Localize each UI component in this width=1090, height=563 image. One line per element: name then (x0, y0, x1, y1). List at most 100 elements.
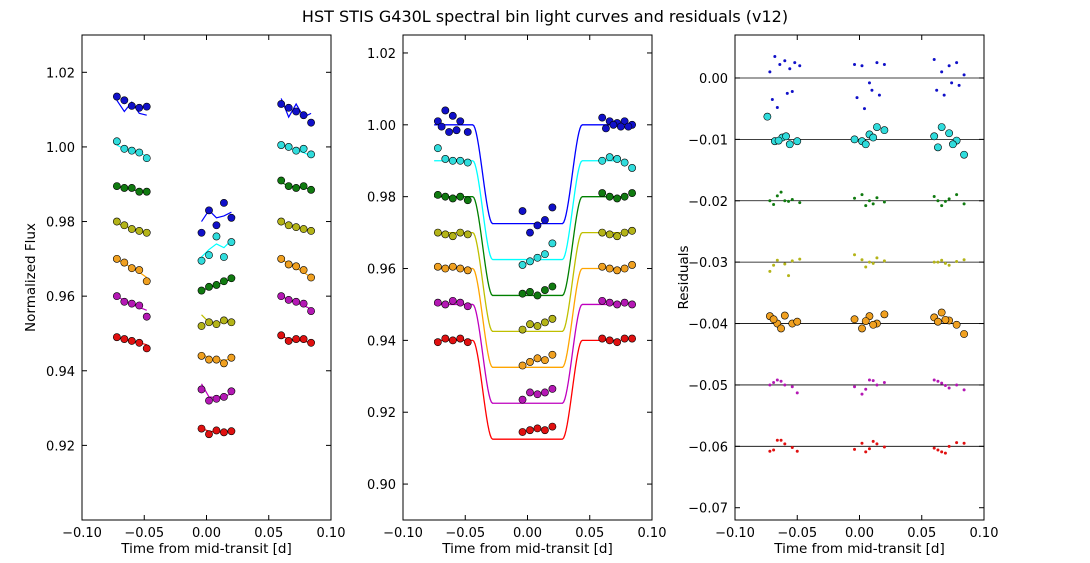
point-bin-4-orbit-3 (299, 225, 308, 233)
point-bin-5-orbit-3 (307, 273, 315, 282)
point-bin-6-orbit-1 (790, 385, 794, 389)
point-bin-2-orbit-1 (142, 154, 151, 163)
point-bin-7-orbit-2 (212, 426, 221, 435)
point-bin-3-orbit-3 (307, 185, 315, 194)
point-bin-6-orbit-3 (605, 298, 614, 307)
point-bin-6-orbit-1 (120, 297, 129, 306)
point-bin-6-orbit-3 (943, 384, 947, 388)
point-bin-3-orbit-1 (787, 199, 791, 203)
point-bin-5-orbit-3 (941, 315, 950, 324)
point-bin-3-orbit-3 (284, 182, 293, 190)
panel-transit-model-fits: −0.10 −0.05 0.00 0.05 0.10 0.90 0.92 0.94 0.96 0.… (367, 34, 666, 557)
point-bin-7-orbit-1 (772, 448, 776, 452)
point-bin-1-orbit-3 (942, 93, 946, 97)
y-tick-label: 0.96 (46, 290, 75, 305)
point-bin-7-orbit-3 (598, 334, 607, 343)
point-bin-1-orbit-2 (548, 203, 557, 212)
point-bin-6-orbit-2 (220, 392, 228, 401)
point-bin-1-orbit-3 (620, 117, 629, 126)
point-bin-7-orbit-1 (783, 442, 787, 446)
point-bin-4-orbit-3 (943, 261, 947, 265)
point-bin-4-orbit-3 (598, 228, 607, 237)
point-bin-4-orbit-3 (628, 226, 636, 235)
x-axis-label: Time from mid-transit [d] (120, 541, 292, 557)
point-bin-7-orbit-3 (955, 441, 959, 445)
x-tick-label: 0.05 (575, 526, 604, 541)
point-bin-3-orbit-1 (775, 194, 779, 198)
point-bin-2-orbit-2 (212, 232, 221, 241)
point-bin-4-orbit-1 (798, 257, 802, 261)
point-bin-1-orbit-3 (598, 113, 607, 122)
point-bin-1-orbit-2 (518, 207, 527, 215)
point-bin-7-orbit-2 (533, 424, 542, 433)
point-bin-3-orbit-2 (548, 282, 557, 291)
point-bin-4-orbit-1 (772, 263, 776, 267)
point-bin-4-orbit-1 (787, 274, 791, 278)
point-bin-5-orbit-2 (850, 315, 859, 324)
point-bin-5-orbit-2 (548, 350, 557, 359)
point-bin-4-orbit-2 (867, 260, 871, 264)
point-bin-3-orbit-3 (955, 193, 959, 197)
point-bin-6-orbit-2 (227, 387, 236, 396)
point-bin-3-orbit-1 (441, 192, 450, 201)
point-bin-2-orbit-3 (307, 150, 315, 159)
x-tick-label: 0.00 (192, 526, 221, 541)
point-bin-3-orbit-2 (864, 204, 868, 208)
y-axis-label: Residuals (676, 245, 692, 309)
x-tick-label: 0.00 (513, 526, 542, 541)
point-bin-5-orbit-1 (769, 315, 778, 324)
point-bin-4-orbit-1 (441, 230, 450, 239)
y-tick-label: −0.07 (688, 502, 728, 517)
y-tick-label: 0.96 (367, 263, 396, 278)
point-bin-1-orbit-2 (220, 198, 228, 207)
point-bin-1-orbit-3-b (602, 124, 610, 133)
point-bin-1-orbit-3 (277, 100, 286, 108)
point-bin-3-orbit-1 (463, 196, 472, 205)
point-bin-4-orbit-2 (864, 265, 868, 269)
point-bin-5-orbit-3 (605, 264, 614, 273)
point-bin-2-orbit-1 (112, 137, 121, 146)
point-bin-1-orbit-2 (862, 107, 866, 111)
axes-frame (402, 34, 653, 521)
point-bin-2-orbit-2 (541, 250, 549, 259)
point-bin-7-orbit-3 (307, 338, 315, 347)
point-bin-6-orbit-3 (936, 379, 940, 383)
point-bin-7-orbit-3 (605, 336, 614, 345)
point-bin-1-orbit-3-b (609, 120, 618, 129)
point-bin-1-orbit-2 (197, 228, 206, 237)
point-bin-2-orbit-2 (227, 238, 236, 246)
point-bin-2-orbit-1 (135, 148, 144, 157)
y-tick-label: −0.03 (688, 256, 728, 271)
point-bin-7-orbit-1 (448, 336, 457, 345)
point-bin-1-orbit-1 (448, 111, 457, 120)
point-bin-1-orbit-3 (962, 73, 966, 77)
point-bin-7-orbit-1 (456, 334, 465, 343)
y-tick-label: −0.02 (688, 195, 728, 210)
point-bin-2-orbit-3 (284, 143, 293, 151)
point-bin-3-orbit-3 (936, 199, 940, 203)
point-bin-1-orbit-2 (882, 62, 886, 66)
point-bin-6-orbit-1 (775, 378, 779, 382)
point-bin-2-orbit-3 (613, 155, 622, 163)
point-bin-4-orbit-2 (526, 320, 534, 329)
y-tick-label: −0.06 (688, 440, 728, 455)
point-bin-5-orbit-3 (952, 320, 961, 329)
point-bin-4-orbit-2 (548, 314, 557, 323)
figure-title: HST STIS G430L spectral bin light curves… (302, 7, 788, 26)
point-bin-3-orbit-1 (112, 182, 121, 190)
y-tick-label: 1.02 (367, 47, 396, 62)
point-bin-6-orbit-2 (205, 396, 213, 405)
point-bin-6-orbit-2 (867, 378, 871, 382)
point-bin-3-orbit-3 (613, 194, 622, 203)
point-bin-6-orbit-3 (955, 383, 959, 387)
point-bin-6-orbit-3 (277, 292, 286, 301)
point-bin-7-orbit-1 (779, 438, 783, 442)
point-bin-7-orbit-3 (299, 335, 308, 343)
point-bin-3-orbit-3 (962, 202, 966, 206)
point-bin-7-orbit-2 (882, 445, 886, 449)
point-bin-6-orbit-1 (441, 300, 450, 309)
point-bin-3-orbit-2 (220, 277, 228, 286)
point-bin-4-orbit-2 (212, 320, 221, 329)
point-bin-7-orbit-3 (962, 441, 966, 445)
